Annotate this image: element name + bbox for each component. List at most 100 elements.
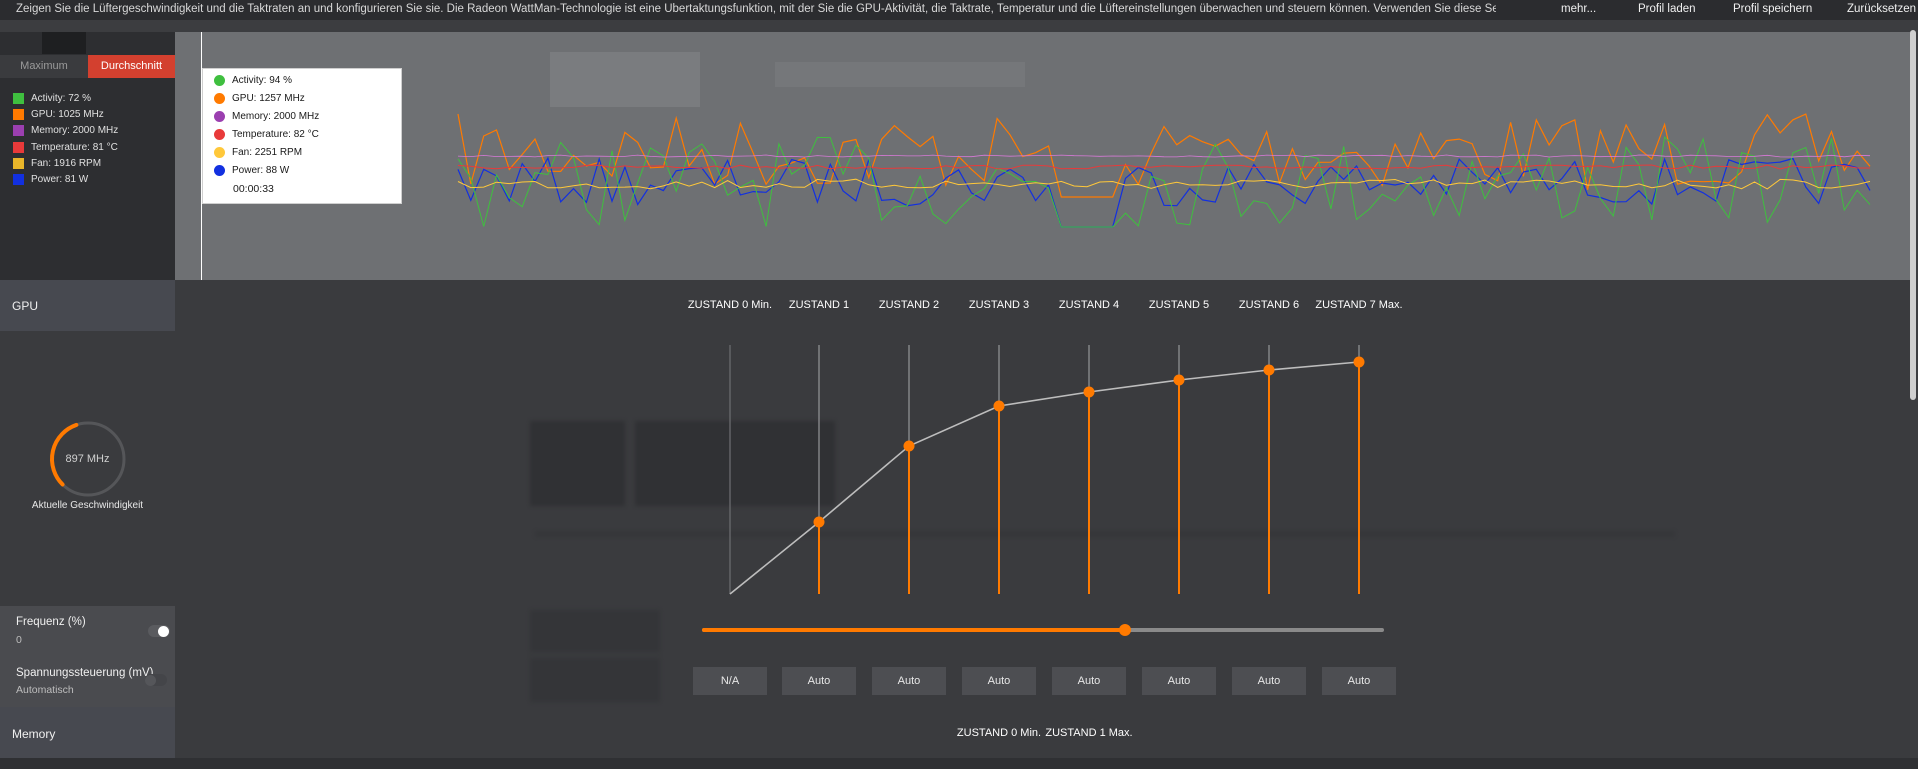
monitor-series-line [457,178,1871,190]
frequency-slider-handle[interactable] [1118,624,1131,636]
tooltip-row: Power: 88 W [214,165,289,176]
voltage-state-field[interactable]: Auto [872,667,946,695]
legend-swatch [13,174,24,186]
gpu-state-header: ZUSTAND 0 Min. [687,299,773,311]
page-description: Zeigen Sie die Lüftergeschwindigkeit und… [16,3,1496,15]
more-link[interactable]: mehr... [1561,3,1597,15]
frequency-title: Frequenz (%) [16,616,86,628]
toggle-knob [145,675,156,686]
state-point-handle[interactable] [993,400,1005,412]
frequency-value: 0 [16,634,22,646]
tooltip-label: Power: 88 W [232,165,290,176]
ghost-block [550,52,700,107]
legend-label: Memory: 2000 MHz [31,125,119,137]
graph-legend: Activity: 72 % GPU: 1025 MHz Memory: 2000 … [13,90,118,188]
tooltip-label: Temperature: 82 °C [232,129,319,140]
tooltip-label: Memory: 2000 MHz [232,111,320,122]
gauge-fill [50,422,79,487]
obscured-block [635,421,835,506]
frequency-toggle[interactable] [148,625,170,637]
legend-label: Fan: 1916 RPM [31,157,102,169]
voltage-title: Spannungssteuerung (mV) [16,667,154,679]
top-bar: Zeigen Sie die Lüftergeschwindigkeit und… [0,0,1918,20]
monitor-series-line [457,164,1870,170]
controls-area [175,606,1910,707]
state-point-handle[interactable] [1173,374,1185,386]
obscured-block [530,421,625,506]
gpu-state-header: ZUSTAND 2 [878,299,940,311]
tooltip-dot [214,129,225,140]
tooltip-dot [214,93,225,104]
state-point-handle[interactable] [1083,386,1095,398]
legend-swatch [13,125,24,137]
obscured-block [530,658,660,702]
legend-item: Power: 81 W [13,171,118,187]
monitor-series-line [457,113,1871,198]
gpu-states-header [175,280,1910,331]
tooltip-row: Temperature: 82 °C [214,129,319,140]
voltage-state-field[interactable]: Auto [782,667,856,695]
save-profile-button[interactable]: Profil speichern [1733,3,1813,15]
graph-header-block [42,32,86,54]
tooltip-dot [214,75,225,86]
memory-state-header: ZUSTAND 1 Max. [1045,727,1133,739]
frequency-row [0,606,175,657]
gpu-section-label: GPU [12,299,39,313]
frequency-slider-fill [702,628,1125,632]
current-speed-panel [0,331,175,606]
current-speed-value: 897 MHz [65,453,110,465]
gpu-state-header: ZUSTAND 3 [968,299,1030,311]
reset-button[interactable]: Zurücksetzen [1847,3,1917,15]
gpu-state-header: ZUSTAND 7 Max. [1315,299,1403,311]
legend-item: GPU: 1025 MHz [13,106,118,122]
tooltip-time: 00:00:33 [233,183,274,195]
performance-graph[interactable] [175,32,1910,280]
tab-average[interactable]: Durchschnitt [88,55,175,78]
tooltip-dot [214,147,225,158]
voltage-state-field[interactable]: Auto [1142,667,1216,695]
legend-label: Activity: 72 % [31,92,92,104]
legend-swatch [13,157,24,169]
tooltip-row: Fan: 2251 RPM [214,147,302,158]
voltage-state-field[interactable]: N/A [693,667,767,695]
voltage-state-field[interactable]: Auto [1232,667,1306,695]
monitor-series-line [457,136,1871,228]
load-profile-button[interactable]: Profil laden [1638,3,1696,15]
voltage-state-field[interactable]: Auto [962,667,1036,695]
tab-maximum[interactable]: Maximum [0,55,88,78]
monitor-series-line [457,154,1871,158]
gpu-state-header: ZUSTAND 5 [1148,299,1210,311]
tooltip-label: Activity: 94 % [232,75,293,86]
legend-item: Temperature: 81 °C [13,139,118,155]
tooltip-row: GPU: 1257 MHz [214,93,305,104]
gpu-state-header: ZUSTAND 1 [788,299,850,311]
ghost-block [775,62,1025,87]
tooltip-dot [214,111,225,122]
legend-swatch [13,108,24,120]
bottom-strip [0,758,1918,769]
tooltip-dot [214,165,225,176]
toggle-knob [158,626,169,637]
obscured-block [530,610,660,652]
legend-item: Fan: 1916 RPM [13,155,118,171]
memory-section-label: Memory [12,727,56,741]
state-point-handle[interactable] [813,516,825,528]
speed-gauge [50,421,126,497]
voltage-state-field[interactable]: Auto [1322,667,1396,695]
legend-label: Temperature: 81 °C [31,141,118,153]
legend-swatch [13,141,24,153]
graph-cursor-line[interactable] [201,32,202,280]
tooltip-label: GPU: 1257 MHz [232,93,305,104]
memory-states-header [175,707,1910,758]
vertical-scrollbar[interactable] [1910,30,1916,400]
clock-state-chart [175,331,1910,606]
voltage-state-field[interactable]: Auto [1052,667,1126,695]
legend-swatch [13,92,24,104]
voltage-toggle[interactable] [145,674,167,686]
gpu-state-header: ZUSTAND 4 [1058,299,1120,311]
graph-lines [457,113,1871,228]
legend-item: Activity: 72 % [13,90,118,106]
state-point-handle[interactable] [903,440,915,452]
state-point-handle[interactable] [1353,356,1365,368]
state-point-handle[interactable] [1263,364,1275,376]
